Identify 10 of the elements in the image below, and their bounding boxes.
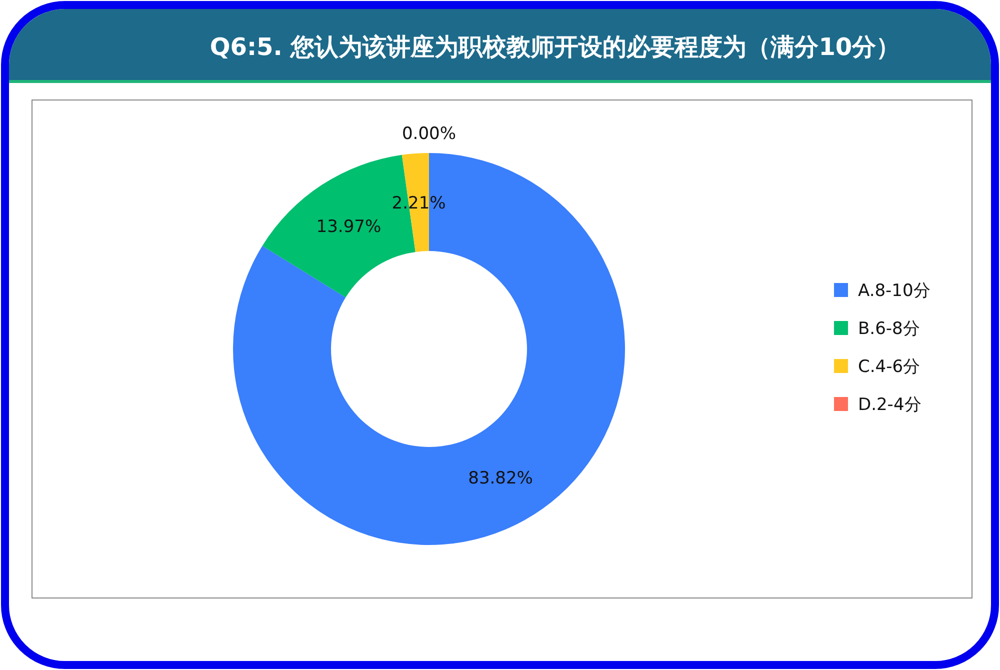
legend-label: C.4-6分 [858,357,920,377]
data-label: 2.21% [392,193,446,214]
data-label: 13.97% [316,216,382,237]
donut-slice [233,153,625,545]
data-label: 83.82% [468,468,533,488]
legend-label: A.8-10分 [858,281,930,301]
legend-label: D.2-4分 [858,395,922,415]
text: 0.00% [402,124,456,144]
chart-title: Q6:5. 您认为该讲座为职校教师开设的必要程度为（满分10分） [210,33,900,61]
legend-label: B.6-8分 [858,319,920,339]
